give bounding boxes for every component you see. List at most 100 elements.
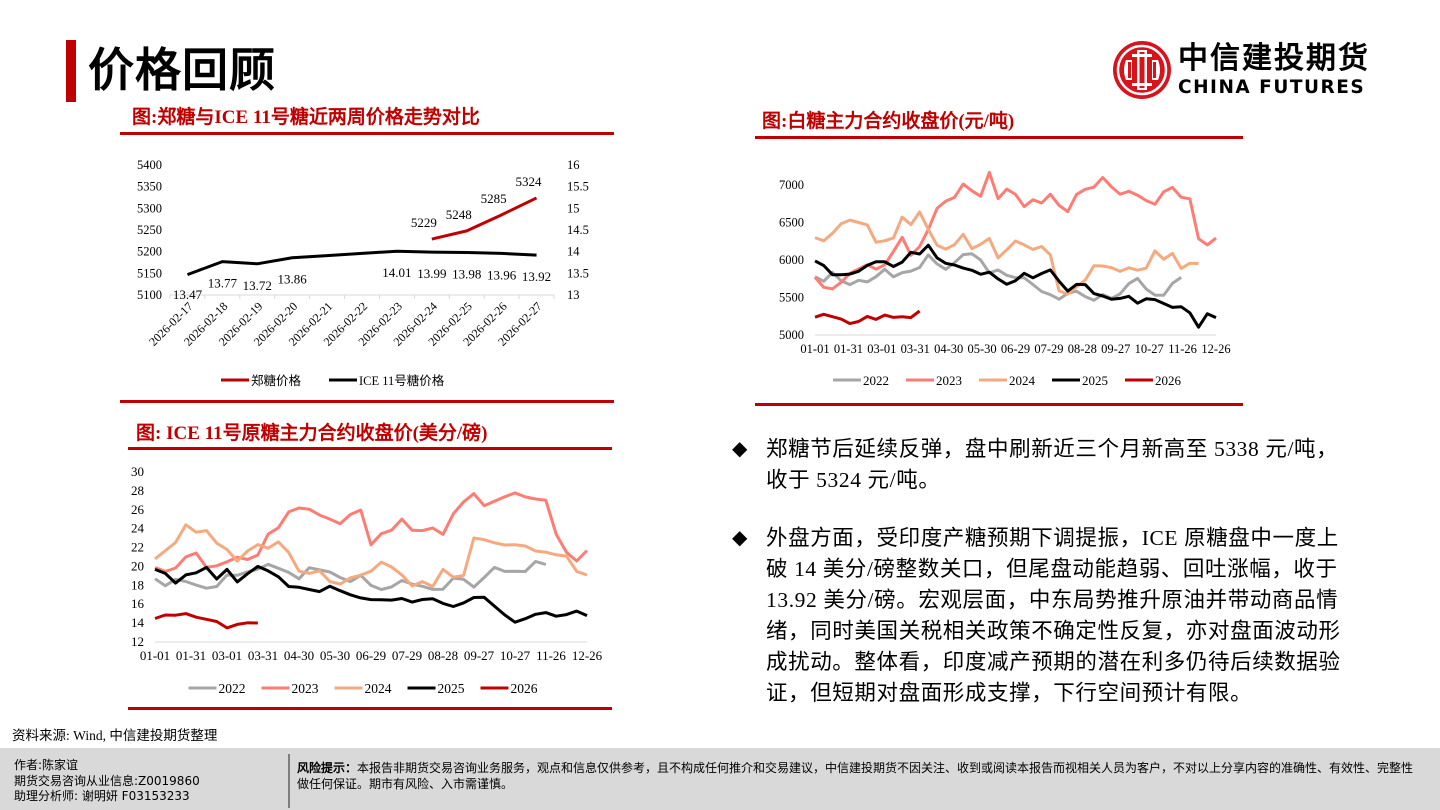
author-name: 作者:陈家谊 [14,758,79,772]
svg-text:11-26: 11-26 [1168,342,1197,356]
logo-chinese-name: 中信建投期货 [1178,41,1370,76]
svg-text:10-27: 10-27 [500,648,531,663]
svg-text:13.77: 13.77 [208,276,238,291]
legend-item: 2024 [334,681,392,696]
svg-text:7000: 7000 [779,178,804,192]
risk-label: 风险提示： [297,761,358,775]
svg-text:11-26: 11-26 [536,648,566,663]
legend-item: 2025 [407,681,465,696]
svg-text:6500: 6500 [779,216,804,230]
svg-text:05-30: 05-30 [320,648,350,663]
logo-english-name: CHINA FUTURES [1178,77,1366,98]
risk-disclaimer: 风险提示：本报告非期货交易咨询业务服务，观点和信息仅供参考，且不构成任何推介和交… [297,761,1417,792]
figure2-title-rule [755,136,1243,139]
figure2-bottom-rule [755,403,1243,406]
svg-text:16: 16 [567,158,580,172]
figure3-title: 图: ICE 11号原糖主力合约收盘价(美分/磅) [136,423,488,444]
svg-text:12-26: 12-26 [572,648,603,663]
svg-text:5200: 5200 [137,245,162,259]
chart-zhengtang-vs-ice: 5100 5150 5200 5250 5300 5350 5400 13 13.5 14 14.5… [137,158,589,388]
svg-text:13.72: 13.72 [243,278,272,293]
svg-text:28: 28 [131,483,144,498]
svg-text:04-30: 04-30 [934,342,963,356]
svg-text:2023: 2023 [936,373,962,388]
citic-logo-icon [1113,41,1171,99]
svg-text:5100: 5100 [137,288,162,302]
svg-text:2024: 2024 [1009,373,1036,388]
commentary: ◆ 郑糖节后延续反弹，盘中刷新近三个月新高至 5338 元/吨，收于 5324 … [732,434,1342,709]
svg-text:13.47: 13.47 [173,287,203,302]
svg-text:14: 14 [567,245,580,259]
svg-text:5248: 5248 [446,207,472,222]
svg-text:05-30: 05-30 [967,342,996,356]
legend-item: 2026 [480,681,538,696]
legend-item: 2023 [906,373,962,388]
legend-item: 2026 [1125,373,1182,388]
svg-text:09-27: 09-27 [1101,342,1130,356]
legend-item: ICE 11号糖价格 [329,373,445,388]
svg-text:16: 16 [131,596,145,611]
footer: 作者:陈家谊 期货交易咨询从业信息:Z0019860 助理分析师: 谢明妍 F0… [0,748,1440,810]
title-accent-bar [66,40,76,102]
svg-text:13.86: 13.86 [278,272,308,287]
svg-text:2025: 2025 [438,681,465,696]
svg-text:01-31: 01-31 [176,648,206,663]
svg-text:2026: 2026 [1155,373,1182,388]
svg-text:14: 14 [131,615,145,630]
svg-text:6000: 6000 [779,253,804,267]
svg-text:14.01: 14.01 [382,265,411,280]
svg-text:5500: 5500 [779,291,804,305]
data-source: 资料来源: Wind, 中信建投期货整理 [12,728,218,743]
svg-text:12: 12 [131,634,144,649]
svg-text:07-29: 07-29 [392,648,422,663]
svg-text:13.99: 13.99 [417,266,446,281]
legend-item: 2025 [1052,373,1108,388]
chart-white-sugar-close: 5000 5500 6000 6500 7000 01-01 01-31 03-01 03-31… [779,170,1231,388]
svg-text:01-31: 01-31 [834,342,863,356]
svg-text:03-31: 03-31 [248,648,278,663]
svg-text:09-27: 09-27 [464,648,495,663]
svg-text:18: 18 [131,577,144,592]
commentary-bullet: ◆ 外盘方面，受印度产糖预期下调提振，ICE 原糖盘中一度上破 14 美分/磅整… [732,523,1342,709]
svg-text:ICE 11号糖价格: ICE 11号糖价格 [359,373,445,388]
figure1-bottom-rule [120,400,614,403]
svg-text:2026: 2026 [511,681,538,696]
svg-text:13.92: 13.92 [522,269,551,284]
svg-text:2023: 2023 [292,681,319,696]
svg-text:26: 26 [131,502,145,517]
svg-text:10-27: 10-27 [1135,342,1164,356]
svg-text:5150: 5150 [137,266,162,280]
svg-text:5300: 5300 [137,201,162,215]
svg-text:13: 13 [567,288,580,302]
svg-text:15.5: 15.5 [567,180,589,194]
commentary-text: 外盘方面，受印度产糖预期下调提振，ICE 原糖盘中一度上破 14 美分/磅整数关… [766,526,1341,705]
figure1-title: 图:郑糖与ICE 11号糖近两周价格走势对比 [132,107,480,128]
svg-text:24: 24 [131,521,145,536]
commentary-text: 郑糖节后延续反弹，盘中刷新近三个月新高至 5338 元/吨，收于 5324 元/… [766,437,1339,492]
svg-text:5285: 5285 [481,191,507,206]
svg-text:08-28: 08-28 [428,648,458,663]
legend-item: 2024 [979,373,1036,388]
company-logo: 中信建投期货 CHINA FUTURES [1112,40,1382,102]
figure2-title: 图:白糖主力合约收盘价(元/吨) [762,111,1015,132]
svg-text:5250: 5250 [137,223,162,237]
footer-divider [288,754,290,808]
svg-text:03-01: 03-01 [212,648,242,663]
legend-item: 2022 [188,681,246,696]
figure1-title-rule [120,132,614,135]
svg-text:5350: 5350 [137,180,162,194]
legend-item: 2022 [833,373,889,388]
svg-text:13.96: 13.96 [487,267,517,282]
svg-text:5400: 5400 [137,158,162,172]
svg-text:5229: 5229 [411,215,437,230]
svg-text:01-01: 01-01 [800,342,829,356]
diamond-bullet-icon: ◆ [732,527,748,549]
svg-text:13.98: 13.98 [452,267,481,282]
svg-text:20: 20 [131,558,144,573]
svg-text:03-01: 03-01 [867,342,896,356]
diamond-bullet-icon: ◆ [732,438,748,460]
svg-text:12-26: 12-26 [1201,342,1230,356]
svg-text:2025: 2025 [1082,373,1108,388]
assistant-analyst: 助理分析师: 谢明妍 F03153233 [14,789,190,803]
